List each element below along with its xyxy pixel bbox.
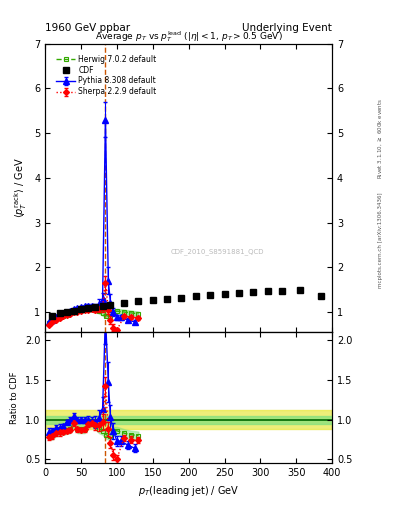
- Title: Average $p_T$ vs $p_T^{\mathrm{lead}}$ ($|\eta| < 1$, $p_T > 0.5$ GeV): Average $p_T$ vs $p_T^{\mathrm{lead}}$ (…: [95, 29, 283, 44]
- Herwig 7.0.2 default: [50, 318, 55, 324]
- Herwig 7.0.2 default: [104, 312, 108, 318]
- Herwig 7.0.2 default: [122, 309, 127, 315]
- Herwig 7.0.2 default: [86, 306, 90, 312]
- Legend: Herwig 7.0.2 default, CDF, Pythia 8.308 default, Sherpa 2.2.9 default: Herwig 7.0.2 default, CDF, Pythia 8.308 …: [55, 53, 158, 98]
- CDF: [165, 296, 169, 302]
- Herwig 7.0.2 default: [53, 316, 58, 322]
- CDF: [136, 298, 141, 304]
- Herwig 7.0.2 default: [79, 307, 83, 313]
- Herwig 7.0.2 default: [93, 307, 98, 313]
- CDF: [179, 294, 184, 301]
- Text: 1960 GeV ppbar: 1960 GeV ppbar: [45, 23, 130, 33]
- X-axis label: $p_T$(leading jet) / GeV: $p_T$(leading jet) / GeV: [138, 484, 239, 498]
- CDF: [57, 310, 62, 316]
- CDF: [237, 290, 241, 296]
- Herwig 7.0.2 default: [61, 313, 66, 319]
- CDF: [79, 306, 83, 312]
- CDF: [93, 304, 98, 310]
- Herwig 7.0.2 default: [129, 310, 134, 316]
- Line: CDF: CDF: [49, 287, 325, 319]
- CDF: [100, 303, 105, 309]
- Bar: [45, 416, 332, 423]
- Herwig 7.0.2 default: [97, 308, 101, 314]
- Herwig 7.0.2 default: [115, 308, 119, 314]
- Herwig 7.0.2 default: [46, 320, 51, 326]
- Text: Rivet 3.1.10, $\geq$ 600k events: Rivet 3.1.10, $\geq$ 600k events: [376, 98, 384, 179]
- Text: mcplots.cern.ch [arXiv:1306.3436]: mcplots.cern.ch [arXiv:1306.3436]: [378, 193, 383, 288]
- Herwig 7.0.2 default: [111, 309, 116, 315]
- CDF: [251, 289, 255, 295]
- Herwig 7.0.2 default: [57, 314, 62, 321]
- Herwig 7.0.2 default: [64, 312, 69, 318]
- Bar: [45, 410, 332, 429]
- Herwig 7.0.2 default: [68, 310, 73, 316]
- CDF: [193, 293, 198, 300]
- CDF: [122, 300, 127, 306]
- Herwig 7.0.2 default: [90, 306, 94, 312]
- CDF: [64, 309, 69, 315]
- Herwig 7.0.2 default: [136, 311, 141, 317]
- Line: Herwig 7.0.2 default: Herwig 7.0.2 default: [46, 307, 141, 326]
- Herwig 7.0.2 default: [75, 308, 80, 314]
- Y-axis label: $\langle p_T^{\mathrm{rack}}\rangle$ / GeV: $\langle p_T^{\mathrm{rack}}\rangle$ / G…: [12, 157, 29, 218]
- CDF: [208, 292, 213, 298]
- Text: CDF_2010_S8591881_QCD: CDF_2010_S8591881_QCD: [171, 248, 264, 254]
- CDF: [222, 291, 227, 297]
- Text: Underlying Event: Underlying Event: [242, 23, 332, 33]
- Herwig 7.0.2 default: [100, 310, 105, 316]
- CDF: [151, 297, 155, 303]
- CDF: [279, 287, 284, 293]
- CDF: [107, 302, 112, 308]
- CDF: [72, 308, 76, 314]
- Herwig 7.0.2 default: [107, 313, 112, 319]
- CDF: [86, 305, 90, 311]
- CDF: [319, 293, 324, 299]
- CDF: [50, 312, 55, 318]
- CDF: [265, 288, 270, 294]
- Y-axis label: Ratio to CDF: Ratio to CDF: [10, 372, 19, 424]
- Herwig 7.0.2 default: [72, 309, 76, 315]
- Herwig 7.0.2 default: [82, 306, 87, 312]
- CDF: [298, 287, 302, 293]
